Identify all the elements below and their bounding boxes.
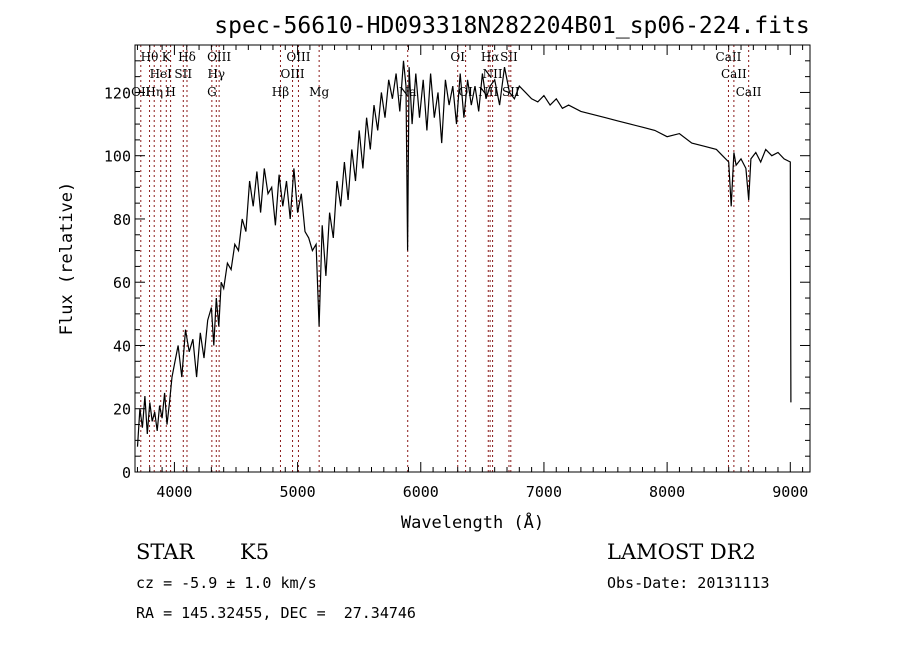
spectral-line-label: Mg	[309, 85, 329, 99]
spectral-line-label: OIII	[286, 50, 310, 64]
x-axis-label: Wavelength (Å)	[401, 511, 544, 533]
spectral-line-label: Hθ	[141, 50, 159, 64]
y-tick-label: 60	[113, 274, 131, 292]
y-tick-label: 20	[113, 401, 131, 419]
obs-date: Obs-Date: 20131113	[607, 574, 770, 592]
spectral-line-label: OIII	[281, 67, 305, 81]
spectrum-line	[136, 60, 792, 447]
spectral-line-label: Hδ	[178, 50, 196, 64]
spectral-line-label: CaII	[721, 67, 747, 81]
spectral-line-label: H	[165, 85, 175, 99]
spectral-line-label: Hγ	[207, 67, 225, 81]
y-tick-label: 80	[113, 211, 131, 229]
spectral-line-label: Hα	[481, 50, 500, 64]
spectral-line-label: OIII	[207, 50, 231, 64]
x-tick-label: 9000	[772, 483, 808, 501]
spectral-line-label: K	[162, 50, 172, 64]
x-tick-label: 4000	[156, 483, 192, 501]
spectral-line-label: NII	[483, 67, 503, 81]
y-tick-label: 40	[113, 337, 131, 355]
y-tick-label: 0	[122, 464, 131, 482]
y-tick-label: 120	[104, 84, 131, 102]
spectral-line-label: Hη	[145, 85, 163, 99]
object-class: STAR	[136, 540, 195, 564]
x-tick-label: 8000	[649, 483, 685, 501]
spectral-line-label: SII	[174, 67, 192, 81]
spectral-line-label: OI	[450, 50, 465, 64]
plot-frame	[134, 44, 811, 473]
spectral-line-label: Hβ	[272, 85, 289, 99]
object-subclass: K5	[240, 540, 270, 564]
spectral-line-label: SII	[500, 50, 518, 64]
spectral-line-label: CaII	[716, 50, 742, 64]
redshift-cz: cz = -5.9 ± 1.0 km/s	[136, 574, 317, 592]
chart-title: spec-56610-HD093318N282204B01_sp06-224.f…	[214, 13, 809, 39]
x-tick-label: 6000	[403, 483, 439, 501]
spectral-line-label: CaII	[736, 85, 762, 99]
spectral-line-label: Na	[399, 85, 417, 99]
ra-dec: RA = 145.32455, DEC = 27.34746	[136, 604, 416, 622]
y-tick-label: 100	[104, 148, 131, 166]
survey-name: LAMOST DR2	[607, 540, 756, 564]
x-tick-label: 5000	[280, 483, 316, 501]
spectral-line-label: G	[207, 85, 217, 99]
y-axis-label: Flux (relative)	[57, 182, 77, 336]
spectral-line-label: HeI	[150, 67, 173, 81]
spectrum-series	[136, 60, 792, 447]
x-tick-label: 7000	[526, 483, 562, 501]
